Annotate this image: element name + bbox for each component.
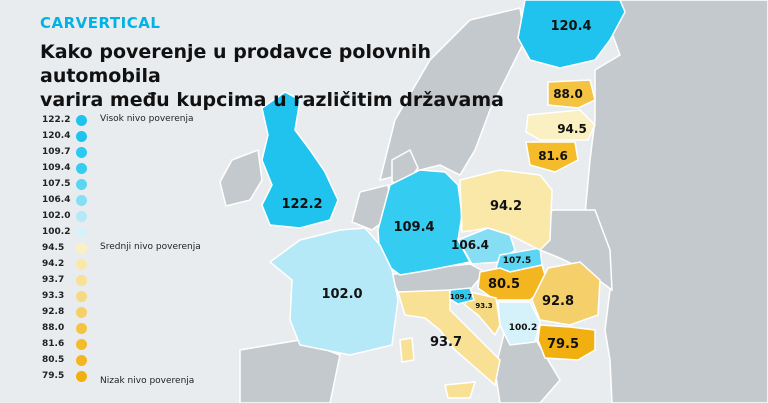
legend-dot [76,194,87,206]
page-title: Kako poverenje u prodavce polovnih autom… [40,40,510,112]
legend-value: 81.6 [42,339,65,349]
legend-item: 100.2 [42,225,87,239]
country-lithuania [525,141,579,173]
legend-value: 94.5 [42,243,65,253]
label-finland: 120.4 [550,19,591,34]
country-italy [396,289,501,387]
legend-label-low: Nizak nivo poverenja [100,376,195,386]
legend-dot [76,130,87,142]
legend-dot [76,242,87,254]
label-serbia: 100.2 [509,323,537,333]
legend-item: 81.6 [42,337,87,351]
country-bulgaria [537,324,596,361]
legend-value: 100.2 [42,227,71,237]
legend-item: 122.2 [42,113,87,127]
label-italy: 93.7 [430,335,462,350]
legend-item: 92.8 [42,305,87,319]
legend-dot [76,338,87,350]
legend-label-high: Visok nivo poverenja [100,114,194,124]
title-line-1: Kako poverenje u prodavce polovnih autom… [40,41,431,87]
label-croatia: 93.3 [475,302,492,310]
legend-value: 122.2 [42,115,71,125]
label-bulgaria: 79.5 [547,337,579,352]
legend-dot [76,114,87,126]
label-estonia: 88.0 [553,87,583,101]
legend-value: 79.5 [42,371,65,381]
legend-item: 109.7 [42,145,87,159]
legend-item: 106.4 [42,193,87,207]
label-czechia: 106.4 [451,238,489,252]
legend-value: 109.7 [42,147,71,157]
legend-value: 120.4 [42,131,71,141]
legend-dot [76,178,87,190]
country-romania [531,261,601,326]
legend-value: 94.2 [42,259,65,269]
legend-value: 106.4 [42,195,71,205]
country-russia-east [584,0,768,403]
country-estonia [547,79,596,109]
legend-item: 109.4 [42,161,87,175]
label-hungary: 80.5 [488,277,520,292]
legend-item: 120.4 [42,129,87,143]
legend-dot [76,370,87,382]
legend-item: 93.7 [42,273,87,287]
label-germany: 109.4 [393,220,434,235]
country-spain [239,339,341,403]
label-uk: 122.2 [281,197,322,212]
legend-value: 80.5 [42,355,65,365]
legend-value: 93.3 [42,291,65,301]
label-slovenia: 109.7 [450,293,472,301]
label-romania: 92.8 [542,294,574,309]
legend-item: 107.5 [42,177,87,191]
country-uk [261,91,339,229]
legend-dot [76,162,87,174]
legend-value: 102.0 [42,211,71,221]
label-poland: 94.2 [490,199,522,214]
legend-dot [76,354,87,366]
country-poland [459,169,553,251]
legend-dot [76,322,87,334]
country-finland [517,0,626,69]
country-latvia [525,109,596,141]
label-lithuania: 81.6 [538,149,568,163]
legend-item: 102.0 [42,209,87,223]
legend-dot [76,226,87,238]
legend-item: 88.0 [42,321,87,335]
label-latvia: 94.5 [557,122,587,136]
country-scandinavia [378,7,526,182]
label-slovakia: 107.5 [503,256,531,266]
legend-dot [76,290,87,302]
legend-value: 88.0 [42,323,65,333]
legend-value: 107.5 [42,179,71,189]
legend-dot [76,306,87,318]
legend-value: 109.4 [42,163,71,173]
country-sardinia [399,337,415,363]
legend-item: 80.5 [42,353,87,367]
legend-value: 93.7 [42,275,65,285]
legend-item: 94.2 [42,257,87,271]
country-croatia [464,291,501,337]
legend-value: 92.8 [42,307,65,317]
legend-dot [76,258,87,270]
brand-logo: CARVERTICAL [40,14,161,32]
legend-dot [76,146,87,158]
legend-label-mid: Srednji nivo poverenja [100,242,201,252]
label-france: 102.0 [321,287,362,302]
legend-item: 93.3 [42,289,87,303]
title-line-2: varira među kupcima u različitim državam… [40,89,504,111]
country-sicily [444,381,477,399]
legend-item: 79.5 [42,369,87,383]
country-ireland [219,148,263,207]
legend-dot [76,210,87,222]
legend-dot [76,274,87,286]
country-france [268,227,399,356]
legend-item: 94.5 [42,241,87,255]
